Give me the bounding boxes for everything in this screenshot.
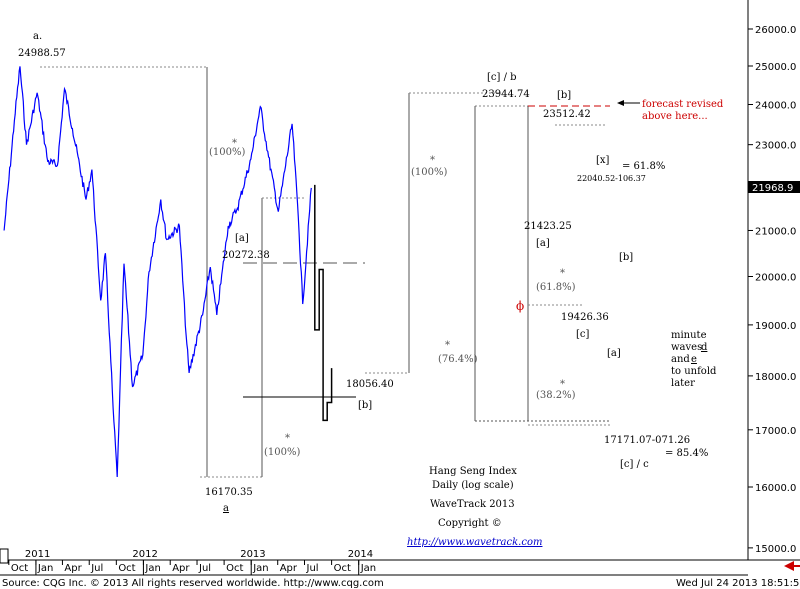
- arrow-head: [617, 100, 624, 106]
- timestamp-text: Wed Jul 24 2013 18:51:52: [676, 578, 800, 589]
- top-label-c: [c] / b: [487, 72, 517, 83]
- y-tick-label: 20000.0: [755, 272, 796, 283]
- star-c: *: [430, 155, 435, 166]
- x-year-label: 2011: [25, 549, 50, 560]
- wave-b-top-value: 23512.42: [543, 109, 591, 120]
- pct-618: (61.8%): [536, 282, 576, 293]
- caption-copyright: Copyright ©: [438, 518, 502, 529]
- price-series-line: [3, 66, 312, 478]
- source-text: Source: CQG Inc. © 2013 All rights reser…: [2, 578, 384, 589]
- target-label: [c] / c: [620, 459, 649, 470]
- pct-764: (76.4%): [438, 354, 478, 365]
- x-month-label: Oct: [226, 563, 243, 574]
- low-label: a: [223, 503, 229, 514]
- target-value: 17171.07-071.26: [604, 435, 690, 446]
- wave-b-bracket: [b]: [358, 400, 372, 411]
- scroll-right-icon[interactable]: [784, 561, 794, 571]
- minute-note-2: and: [671, 354, 690, 365]
- star-f: *: [560, 379, 565, 390]
- star-b: *: [285, 433, 290, 444]
- forecast-note-2: above here...: [642, 111, 708, 122]
- annotations: a. 24988.57 (100%) * 16170.35 a [a] 2027…: [18, 31, 724, 548]
- star-d: *: [445, 340, 450, 351]
- current-price-text: 21968.9: [752, 183, 793, 194]
- y-tick-label: 18000.0: [755, 372, 796, 383]
- minute-note-3: to unfold: [671, 366, 717, 377]
- range-text: 22040.52-106.37: [577, 174, 646, 183]
- mid-low-label: [a]: [536, 238, 550, 249]
- top-value: 23944.74: [482, 89, 530, 100]
- x-axis-ticks: Oct Jan Apr Jul Oct Jan Apr Jul Oct Jan Apr Jul Oct J…: [8, 549, 376, 575]
- pct-100-c: (100%): [411, 167, 447, 178]
- y-axis-ticks: 15000.0 16000.0 17000.0 18000.0 19000.0 20000…: [748, 25, 796, 555]
- y-tick-label: 21000.0: [755, 226, 796, 237]
- mid-low-value: 21423.25: [524, 221, 572, 232]
- low-value: 16170.35: [205, 487, 253, 498]
- fc-a: [a]: [607, 348, 621, 359]
- x-year-label: 2013: [240, 549, 265, 560]
- wave-a-value: 20272.38: [222, 250, 270, 261]
- y-tick-label: 25000.0: [755, 62, 796, 73]
- low-value-2: 18056.40: [346, 379, 394, 390]
- minute-note-1: waves: [671, 342, 702, 353]
- caption-title: Hang Seng Index: [429, 466, 517, 477]
- x-month-label: Jul: [306, 563, 319, 574]
- y-tick-label: 15000.0: [755, 544, 796, 555]
- x-year-label: 2014: [348, 549, 373, 560]
- y-tick-label: 16000.0: [755, 483, 796, 494]
- minute-note-0: minute: [671, 330, 707, 341]
- x-month-label: Jan: [252, 563, 268, 574]
- low-3-label: [c]: [576, 329, 590, 340]
- forecast-note-1: forecast revised: [642, 99, 724, 110]
- pct-100-a: (100%): [209, 147, 245, 158]
- y-tick-label: 26000.0: [755, 25, 796, 36]
- x-month-label: Apr: [64, 563, 82, 574]
- x-month-label: Oct: [118, 563, 135, 574]
- guide-lines: [40, 66, 640, 478]
- caption-subtitle: Daily (log scale): [432, 480, 514, 491]
- x-month-label: Jul: [198, 563, 211, 574]
- y-tick-label: 17000.0: [755, 426, 796, 437]
- peak-label: a.: [33, 31, 42, 42]
- caption-link[interactable]: http://www.wavetrack.com: [407, 537, 542, 548]
- series-group: [3, 66, 333, 478]
- y-tick-label: 19000.0: [755, 321, 796, 332]
- forecast-path-line: [314, 184, 333, 422]
- plot-area: [0, 0, 748, 560]
- caption-wavetrack: WaveTrack 2013: [430, 499, 515, 510]
- x-month-label: Jan: [37, 563, 53, 574]
- x-month-label: Apr: [172, 563, 190, 574]
- minute-e: e: [691, 354, 697, 365]
- x-month-label: Jan: [144, 563, 160, 574]
- pct-382: (38.2%): [536, 390, 576, 401]
- target-pct: = 85.4%: [665, 448, 708, 459]
- current-price-badge: [748, 181, 800, 193]
- low-3-value: 19426.36: [561, 312, 609, 323]
- star-a: *: [232, 138, 237, 149]
- x-month-label: Oct: [11, 563, 28, 574]
- x-month-label: Jan: [360, 563, 376, 574]
- fc-b: [b]: [619, 252, 633, 263]
- phi-symbol: ϕ: [516, 299, 524, 313]
- wave-b-top: [b]: [557, 90, 571, 101]
- minute-note-4: later: [671, 378, 695, 389]
- fib-618: = 61.8%: [622, 161, 665, 172]
- x-month-label: Jul: [90, 563, 103, 574]
- peak-value: 24988.57: [18, 48, 66, 59]
- pct-100-b: (100%): [264, 447, 300, 458]
- x-label: [x]: [596, 155, 610, 166]
- x-month-label: Oct: [334, 563, 351, 574]
- x-year-label: 2012: [132, 549, 157, 560]
- y-tick-label: 24000.0: [755, 101, 796, 112]
- y-tick-label: 23000.0: [755, 141, 796, 152]
- minute-d: d: [701, 342, 708, 353]
- wave-a-bracket: [a]: [235, 233, 249, 244]
- scroll-handle[interactable]: [0, 548, 9, 564]
- x-month-label: Apr: [280, 563, 298, 574]
- star-e: *: [560, 268, 565, 279]
